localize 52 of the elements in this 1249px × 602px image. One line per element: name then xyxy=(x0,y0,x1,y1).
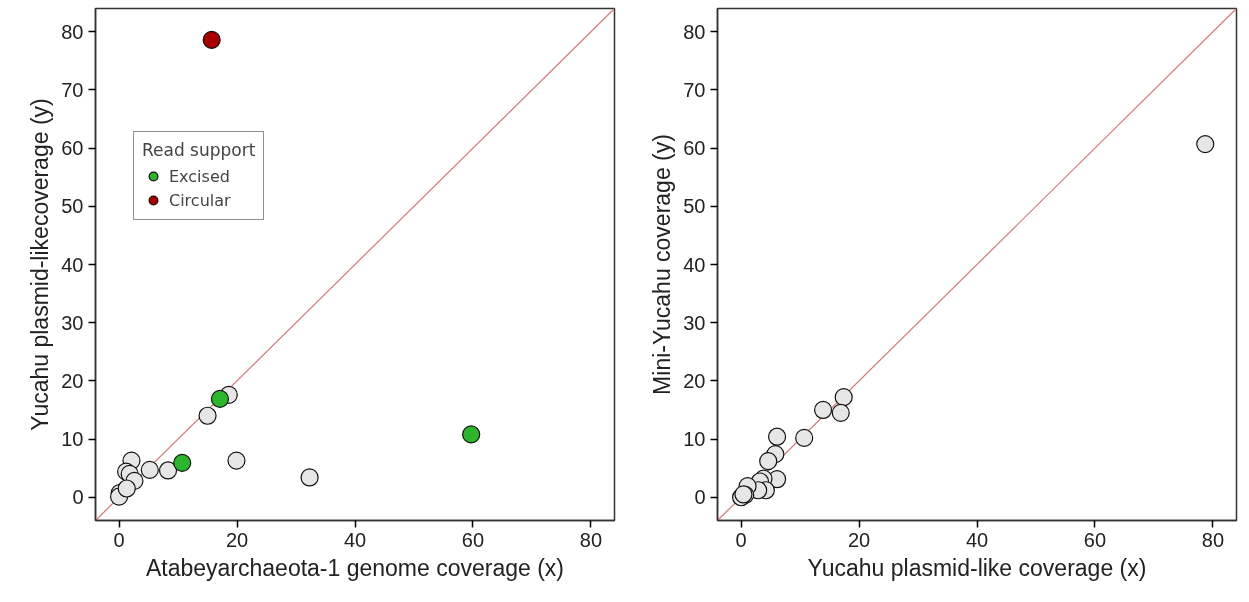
x-tick-label: 40 xyxy=(343,528,367,551)
legend-label: Circular xyxy=(169,190,231,210)
x-axis-title: Yucahu plasmid-like coverage (x) xyxy=(807,554,1147,581)
point xyxy=(140,460,159,479)
point xyxy=(813,400,833,420)
point xyxy=(759,452,778,471)
y-tick-label: 50 xyxy=(683,195,706,218)
point xyxy=(210,389,230,408)
y-tick-label: 20 xyxy=(61,369,84,392)
y-tick-label: 10 xyxy=(61,428,84,451)
y-tick-label: 20 xyxy=(683,369,706,392)
point xyxy=(831,403,850,422)
y-tick-label: 30 xyxy=(683,311,706,334)
x-tick-label: 20 xyxy=(225,528,249,551)
point xyxy=(300,468,319,487)
point xyxy=(767,427,787,446)
x-tick-label: 80 xyxy=(1201,528,1225,551)
x-tick-label: 80 xyxy=(579,528,603,551)
y-tick-label: 70 xyxy=(61,78,84,101)
point xyxy=(834,388,853,407)
y-tick-label: 70 xyxy=(683,78,706,101)
point xyxy=(158,461,178,480)
y-tick-label: 80 xyxy=(61,20,84,43)
point xyxy=(117,479,136,498)
point xyxy=(462,425,481,444)
y-tick-label: 30 xyxy=(61,311,84,334)
x-axis-title: Atabeyarchaeota-1 genome coverage (x) xyxy=(145,554,565,581)
x-tick-label: 60 xyxy=(1083,528,1107,551)
y-tick-label: 60 xyxy=(61,137,84,160)
x-tick-label: 20 xyxy=(847,528,871,551)
y-tick-label: 40 xyxy=(61,253,84,276)
legend-label: Excised xyxy=(169,166,230,186)
y-tick-label: 0 xyxy=(694,486,706,509)
point xyxy=(1196,134,1215,154)
y-tick-label: 50 xyxy=(61,195,84,218)
legend-title: Read support xyxy=(142,140,256,160)
point xyxy=(795,428,814,447)
point xyxy=(198,406,217,425)
x-tick-label: 0 xyxy=(735,528,747,551)
y-axis-title: Yucahu plasmid-likecoverage (y) xyxy=(27,98,54,431)
point xyxy=(173,453,192,472)
x-tick-label: 40 xyxy=(965,528,989,551)
y-axis-title: Mini-Yucahu coverage (y) xyxy=(649,134,676,395)
y-tick-label: 40 xyxy=(683,253,706,276)
x-tick-label: 0 xyxy=(113,528,125,551)
y-tick-label: 60 xyxy=(683,137,706,160)
y-tick-label: 0 xyxy=(72,486,84,509)
y-tick-label: 10 xyxy=(683,428,706,451)
point xyxy=(202,30,221,49)
point xyxy=(227,451,246,470)
x-tick-label: 60 xyxy=(461,528,485,551)
y-tick-label: 80 xyxy=(683,20,706,43)
